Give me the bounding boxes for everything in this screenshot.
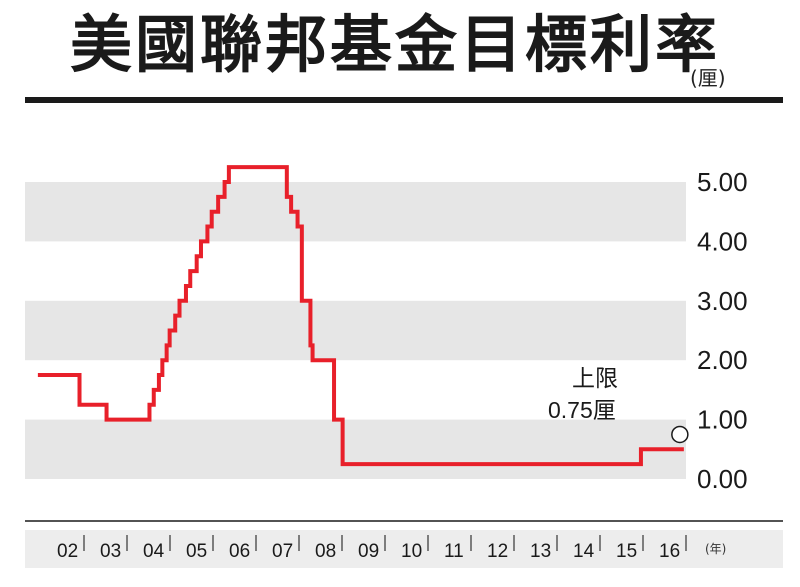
x-axis-unit: (年) (705, 542, 726, 556)
y-tick-label: 4.00 (697, 226, 748, 256)
x-axis-strip (25, 530, 783, 568)
upper-limit-marker (671, 425, 689, 444)
y-tick-label: 3.00 (697, 286, 748, 316)
grid-band (25, 419, 686, 479)
x-tick-label: 03 (100, 541, 121, 562)
rate-line (37, 165, 684, 467)
chart-title: 美國聯邦基金目標利率 (70, 8, 721, 81)
y-tick-label: 1.00 (697, 405, 748, 435)
grid-band (25, 182, 686, 242)
grid-bands (25, 182, 686, 479)
x-tick-label: 16 (659, 541, 680, 562)
y-axis-labels: 5.00 4.00 3.00 2.00 1.00 0.00 (697, 167, 748, 494)
x-tick-label: 13 (530, 541, 551, 562)
y-tick-label: 5.00 (697, 167, 748, 197)
x-tick-label: 15 (616, 541, 637, 562)
x-tick-label: 12 (487, 541, 508, 562)
annotation-line2: 0.75厘 (548, 397, 616, 423)
x-axis-labels: 02 03 04 05 06 07 08 09 10 11 12 13 14 15 16 (57, 541, 680, 562)
x-tick-label: 09 (358, 541, 379, 562)
x-axis-ticks (83, 535, 687, 551)
title-rule (25, 97, 783, 103)
y-tick-label: 0.00 (697, 464, 748, 494)
x-tick-label: 14 (573, 541, 595, 562)
x-tick-label: 08 (315, 541, 336, 562)
x-tick-label: 11 (444, 541, 464, 562)
x-tick-label: 02 (57, 541, 78, 562)
x-tick-label: 04 (143, 541, 165, 562)
annotation-line1: 上限 (572, 365, 618, 391)
x-tick-label: 10 (401, 541, 422, 562)
grid-band (25, 300, 686, 361)
x-tick-label: 07 (272, 541, 293, 562)
unit-label: (厘) (690, 66, 726, 90)
x-tick-label: 05 (186, 541, 207, 562)
x-tick-label: 06 (229, 541, 250, 562)
y-tick-label: 2.00 (697, 345, 748, 375)
